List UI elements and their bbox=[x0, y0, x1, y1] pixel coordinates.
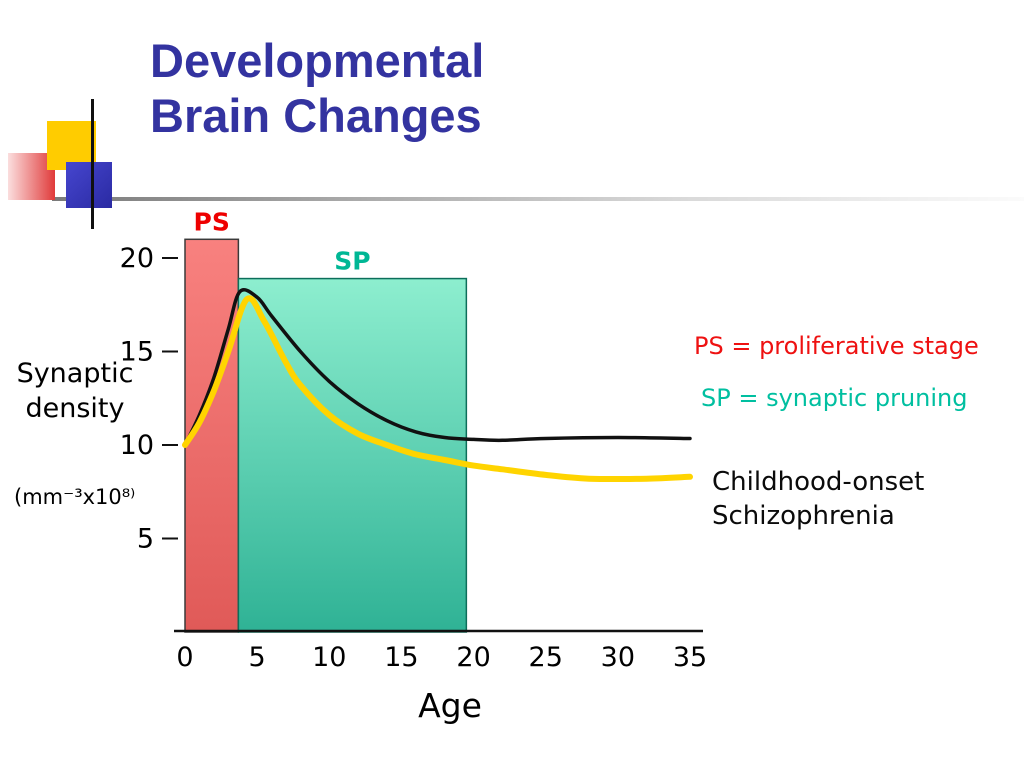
annotation-line-2: Schizophrenia bbox=[712, 500, 895, 531]
y-tick-label: 5 bbox=[137, 524, 154, 555]
y-tick-label: 10 bbox=[120, 430, 154, 461]
x-tick-label: 10 bbox=[312, 642, 346, 673]
legend-synaptic-pruning: SP = synaptic pruning bbox=[701, 384, 968, 412]
region-label-sp: SP bbox=[334, 247, 370, 276]
x-tick-label: 20 bbox=[456, 642, 490, 673]
series-childhood-onset-schizophrenia bbox=[182, 295, 693, 483]
x-tick-label: 25 bbox=[529, 642, 563, 673]
region-label-ps: PS bbox=[194, 207, 230, 236]
slide-title: Developmental Brain Changes bbox=[150, 34, 484, 143]
x-tick-label: 30 bbox=[601, 642, 635, 673]
title-line-2: Brain Changes bbox=[150, 88, 482, 142]
childhood-onset-schizophrenia-annotation: Childhood-onset Schizophrenia bbox=[712, 466, 924, 534]
y-tick-label: 20 bbox=[120, 243, 154, 274]
y-tick-label: 15 bbox=[120, 337, 154, 368]
decor-vertical-line bbox=[91, 99, 94, 229]
x-tick-label: 0 bbox=[176, 642, 193, 673]
x-axis-label: Age bbox=[418, 686, 482, 725]
legend-proliferative-stage: PS = proliferative stage bbox=[694, 332, 979, 360]
title-line-1: Developmental bbox=[150, 34, 485, 87]
y-axis-units: (mm⁻³x10⁸⁾ bbox=[14, 485, 136, 509]
decor-yellow-square bbox=[47, 121, 96, 170]
x-tick-label: 35 bbox=[673, 642, 707, 673]
title-divider bbox=[52, 197, 1024, 201]
decor-blue-square bbox=[66, 162, 112, 208]
annotation-line-1: Childhood-onset bbox=[712, 467, 925, 497]
x-tick-label: 15 bbox=[384, 642, 418, 673]
x-tick-label: 5 bbox=[249, 642, 266, 673]
y-axis-label: Synaptic density bbox=[0, 356, 150, 426]
y-axis-label-line-2: density bbox=[25, 393, 125, 425]
y-axis-label-line-1: Synaptic bbox=[16, 358, 134, 389]
series-normal-development bbox=[183, 288, 692, 447]
